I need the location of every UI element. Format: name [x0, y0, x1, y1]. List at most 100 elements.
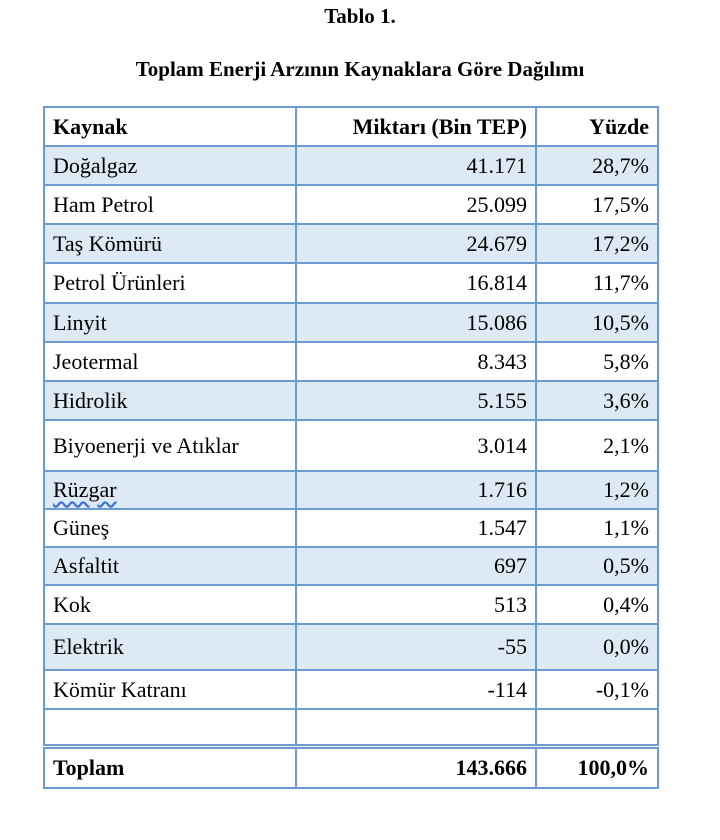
cell-text: Jeotermal: [53, 348, 139, 374]
cell-kaynak: Asfaltit: [43, 546, 297, 586]
cell-kaynak: Güneş: [43, 508, 297, 548]
cell-miktar: 16.814: [295, 262, 537, 304]
cell-kaynak: Biyoenerji ve Atıklar: [43, 419, 297, 472]
cell-yuzde: 3,6%: [535, 380, 659, 421]
cell-yuzde: 1,1%: [535, 508, 659, 548]
cell-kaynak: Doğalgaz: [43, 145, 297, 186]
cell-text: -114: [487, 676, 527, 702]
total-yuzde: 100,0%: [535, 744, 659, 789]
cell-kaynak: Elektrik: [43, 623, 297, 671]
cell-miktar: -55: [295, 623, 537, 671]
cell-text: 1.547: [477, 515, 528, 540]
table-title: Toplam Enerji Arzının Kaynaklara Göre Da…: [135, 57, 585, 81]
cell-text: 0,0%: [603, 634, 649, 659]
cell-yuzde: 17,2%: [535, 223, 659, 264]
table-row: Hidrolik 5.155 3,6%: [43, 380, 659, 421]
cell-kaynak: Ham Petrol: [43, 184, 297, 225]
table-row: Güneş 1.547 1,1%: [43, 508, 659, 548]
cell-text: Doğalgaz: [53, 152, 138, 178]
cell-text: 28,7%: [592, 152, 649, 178]
total-miktar: 143.666: [295, 744, 537, 789]
table-row: Rüzgar 1.716 1,2%: [43, 470, 659, 510]
header-yuzde: Yüzde: [535, 106, 659, 147]
header-kaynak: Kaynak: [43, 106, 297, 147]
cell-yuzde: 0,4%: [535, 584, 659, 625]
cell-miktar: 1.547: [295, 508, 537, 548]
table-row: Elektrik -55 0,0%: [43, 623, 659, 671]
cell-text: Ham Petrol: [53, 191, 154, 217]
cell-kaynak: Rüzgar: [43, 470, 297, 510]
cell-kaynak: Kok: [43, 584, 297, 625]
cell-text: Rüzgar: [53, 477, 117, 502]
cell-text: 15.086: [466, 309, 528, 335]
cell-text: 41.171: [466, 152, 528, 178]
cell-text: 3,6%: [603, 387, 649, 413]
cell-miktar: -114: [295, 669, 537, 710]
cell-text: Hidrolik: [53, 387, 128, 413]
cell-text: 24.679: [466, 230, 528, 256]
cell-text: 11,7%: [592, 270, 649, 295]
cell-text: 17,5%: [592, 191, 649, 217]
table-row: Ham Petrol 25.099 17,5%: [43, 184, 659, 225]
cell-text: 1,2%: [603, 477, 649, 502]
cell-miktar: 25.099: [295, 184, 537, 225]
cell-text: 1.716: [477, 477, 528, 502]
total-label: Toplam: [43, 744, 297, 789]
cell-text: Taş Kömürü: [53, 230, 163, 256]
cell-miktar: 8.343: [295, 341, 537, 382]
header-miktar: Miktarı (Bin TEP): [295, 106, 537, 147]
empty-cell: [295, 708, 537, 748]
cell-text: Güneş: [53, 515, 110, 540]
cell-miktar: 15.086: [295, 302, 537, 343]
table-row: Kömür Katranı -114 -0,1%: [43, 669, 659, 710]
cell-text: Petrol Ürünleri: [53, 270, 186, 295]
cell-text: 8.343: [477, 348, 528, 374]
cell-miktar: 24.679: [295, 223, 537, 264]
cell-miktar: 513: [295, 584, 537, 625]
table-row: Jeotermal 8.343 5,8%: [43, 341, 659, 382]
cell-yuzde: 0,0%: [535, 623, 659, 671]
cell-kaynak: Linyit: [43, 302, 297, 343]
empty-cell: [535, 708, 659, 748]
table-row: Kok 513 0,4%: [43, 584, 659, 625]
cell-yuzde: 17,5%: [535, 184, 659, 225]
cell-text: -55: [497, 634, 527, 659]
cell-text: 25.099: [466, 191, 528, 217]
cell-yuzde: 5,8%: [535, 341, 659, 382]
header-row: Kaynak Miktarı (Bin TEP) Yüzde: [43, 106, 659, 147]
cell-text: Linyit: [53, 309, 107, 335]
cell-text: Kok: [53, 591, 91, 617]
cell-miktar: 5.155: [295, 380, 537, 421]
cell-miktar: 3.014: [295, 419, 537, 472]
cell-miktar: 697: [295, 546, 537, 586]
cell-text: 697: [494, 553, 527, 578]
cell-kaynak: Petrol Ürünleri: [43, 262, 297, 304]
cell-yuzde: 0,5%: [535, 546, 659, 586]
cell-kaynak: Jeotermal: [43, 341, 297, 382]
cell-text: 10,5%: [592, 309, 649, 335]
table-row: Linyit 15.086 10,5%: [43, 302, 659, 343]
cell-text: 2,1%: [603, 432, 649, 458]
cell-text: 1,1%: [603, 515, 649, 540]
total-row: Toplam 143.666 100,0%: [43, 744, 659, 789]
cell-yuzde: 28,7%: [535, 145, 659, 186]
cell-yuzde: 2,1%: [535, 419, 659, 472]
cell-text: 16.814: [466, 270, 528, 295]
table-row: Asfaltit 697 0,5%: [43, 546, 659, 586]
cell-text: 5.155: [477, 387, 528, 413]
cell-text: 5,8%: [603, 348, 649, 374]
cell-yuzde: 1,2%: [535, 470, 659, 510]
cell-text: 0,5%: [603, 553, 649, 578]
empty-cell: [43, 708, 297, 748]
cell-yuzde: 10,5%: [535, 302, 659, 343]
table-row: Petrol Ürünleri 16.814 11,7%: [43, 262, 659, 304]
table-row: Biyoenerji ve Atıklar 3.014 2,1%: [43, 419, 659, 472]
cell-text: Elektrik: [53, 634, 124, 659]
cell-text: Asfaltit: [53, 553, 119, 578]
cell-miktar: 1.716: [295, 470, 537, 510]
cell-miktar: 41.171: [295, 145, 537, 186]
cell-text: -0,1%: [595, 676, 649, 702]
empty-row: [43, 708, 659, 748]
cell-text: 0,4%: [603, 591, 649, 617]
cell-text: 17,2%: [592, 230, 649, 256]
